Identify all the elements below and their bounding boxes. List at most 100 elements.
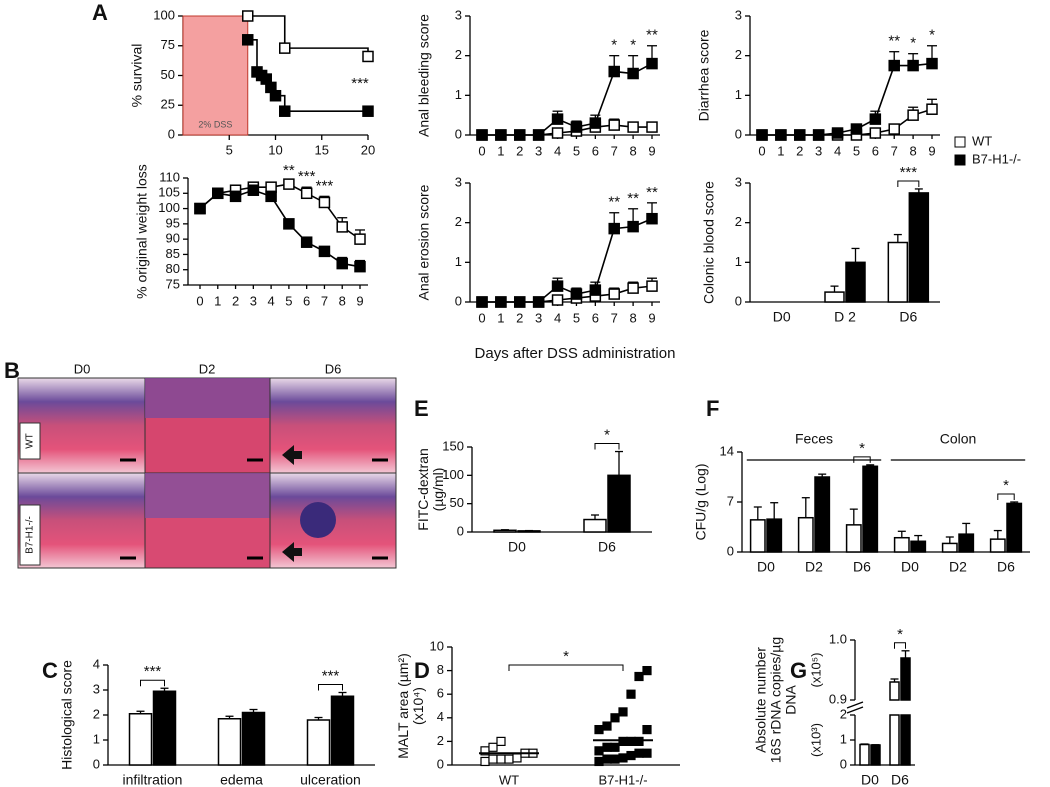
marker [775,129,787,141]
marker [627,121,639,133]
y-axis-label: % survival [129,44,145,108]
marker [283,218,295,230]
row-label: B7-H1-/- [25,516,36,554]
y-tick-label: 3 [735,174,742,189]
y-tick-label: 1.0 [829,631,847,646]
x-tick-label: 3 [535,310,542,325]
marker [362,50,374,63]
y-axis-label: Anal bleeding score [416,14,432,137]
x-tick-label: 5 [285,293,292,308]
x-tick-label: 6 [303,293,310,308]
x-tick-label: 0 [478,310,485,325]
bar [958,533,975,553]
x-tick-label: 7 [611,310,618,325]
marker [888,59,900,72]
x-tick-label: 1 [497,143,504,158]
marker [194,202,206,215]
panel-label: F [706,396,719,421]
x-tick-label: 2 [516,143,523,158]
marker [831,127,844,139]
y-tick-label: 100 [442,467,464,482]
marker [869,127,882,139]
bar [870,744,881,766]
x-tick-label: 4 [834,143,841,158]
x-tick-label: 2 [232,293,239,308]
x-tick-label: 1 [777,143,784,158]
y-tick-label: 1 [455,87,462,102]
y-tick-label: 0 [735,293,742,308]
bar [797,516,814,553]
marker [495,129,507,141]
panel-label: E [414,396,429,421]
y-axis-label: (x10³) [808,723,823,757]
annotation: *** [351,75,369,92]
point [634,736,644,747]
marker [514,129,526,141]
bar [989,538,1006,553]
significance-label: *** [316,177,334,194]
significance-label: * [563,648,569,665]
marker [608,65,620,78]
series-line [482,217,653,303]
marker [551,113,564,125]
point [610,742,620,752]
x-tick-label: D6 [891,772,909,787]
bar [889,681,900,701]
point [594,756,604,767]
significance-label: *** [322,667,340,684]
point [488,754,498,764]
marker [247,184,260,196]
series-line [482,62,653,136]
x-tick-label: D6 [853,559,871,575]
y-axis-label: MALT area (µm²) [395,653,411,759]
x-tick-label: D0 [861,772,879,787]
marker [300,187,313,200]
y-tick-label: 1 [93,731,100,746]
y-tick-label: 0 [457,523,464,538]
x-tick-label: 9 [356,293,363,308]
marker [495,296,507,308]
bar [893,536,910,553]
significance-bracket [140,679,165,687]
significance-bracket [594,443,620,450]
marker [907,109,919,121]
marker [812,129,825,141]
y-tick-label: 3 [735,7,742,22]
y-tick-label: 2 [735,214,742,229]
point [626,750,636,761]
x-tick-label: 10 [268,142,282,157]
y-tick-label: 2 [93,706,100,721]
bar [862,465,879,553]
y-tick-label: 100 [153,7,175,22]
y-tick-label: 1 [735,254,742,269]
panel-label: C [42,658,58,683]
y-tick-label: 10 [430,638,444,653]
significance-label: ** [646,184,658,201]
legend-swatch [954,154,966,166]
y-tick-label: 0 [840,756,847,771]
point [610,713,620,723]
point [602,754,612,764]
y-tick-label: 75 [161,37,175,52]
y-tick-label: 85 [166,246,180,261]
x-tick-label: D6 [899,309,917,325]
significance-label: ** [608,194,620,211]
y-tick-label: 110 [159,169,180,184]
x-tick-label: 0 [758,143,765,158]
y-tick-label: 3 [455,174,462,189]
y-axis-label: Histological score [59,660,75,770]
y-tick-label: 1 [455,254,462,269]
marker [242,34,254,46]
marker [627,67,639,80]
significance-bracket [897,180,920,187]
y-tick-label: 80 [166,261,180,276]
shaded-period [182,15,249,136]
arrow [282,445,302,465]
marker [354,260,366,273]
column-label: D6 [325,361,342,376]
point [626,736,636,747]
bar [845,261,866,303]
bar [306,719,331,766]
x-tick-label: infiltration [123,772,183,787]
x-tick-label: 6 [592,310,599,325]
